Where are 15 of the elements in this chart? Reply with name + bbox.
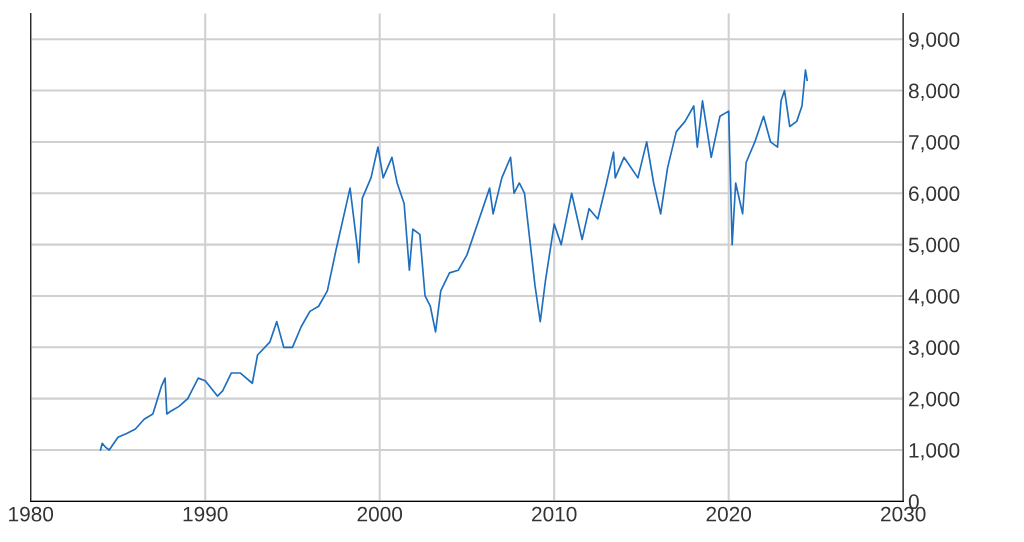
x-tick-label: 1990	[183, 506, 228, 522]
x-tick-label: 1980	[9, 506, 54, 522]
y-tick-label: 1,000	[909, 443, 960, 461]
line-series	[99, 69, 809, 451]
y-tick-label: 5,000	[908, 237, 960, 255]
y-tick-label: 9,000	[909, 32, 960, 50]
x-tick-label: 2020	[706, 506, 752, 522]
y-tick-label: 2,000	[909, 391, 960, 409]
y-tick-label: 4,000	[908, 288, 960, 307]
y-tick-label: 7,000	[909, 134, 960, 153]
y-tick-label: 3,000	[908, 340, 960, 358]
y-tick-label: 6,000	[909, 186, 960, 204]
x-tick-label: 2000	[357, 506, 403, 522]
y-tick-label: 8,000	[908, 83, 960, 101]
x-tick-label: 2010	[532, 506, 577, 522]
